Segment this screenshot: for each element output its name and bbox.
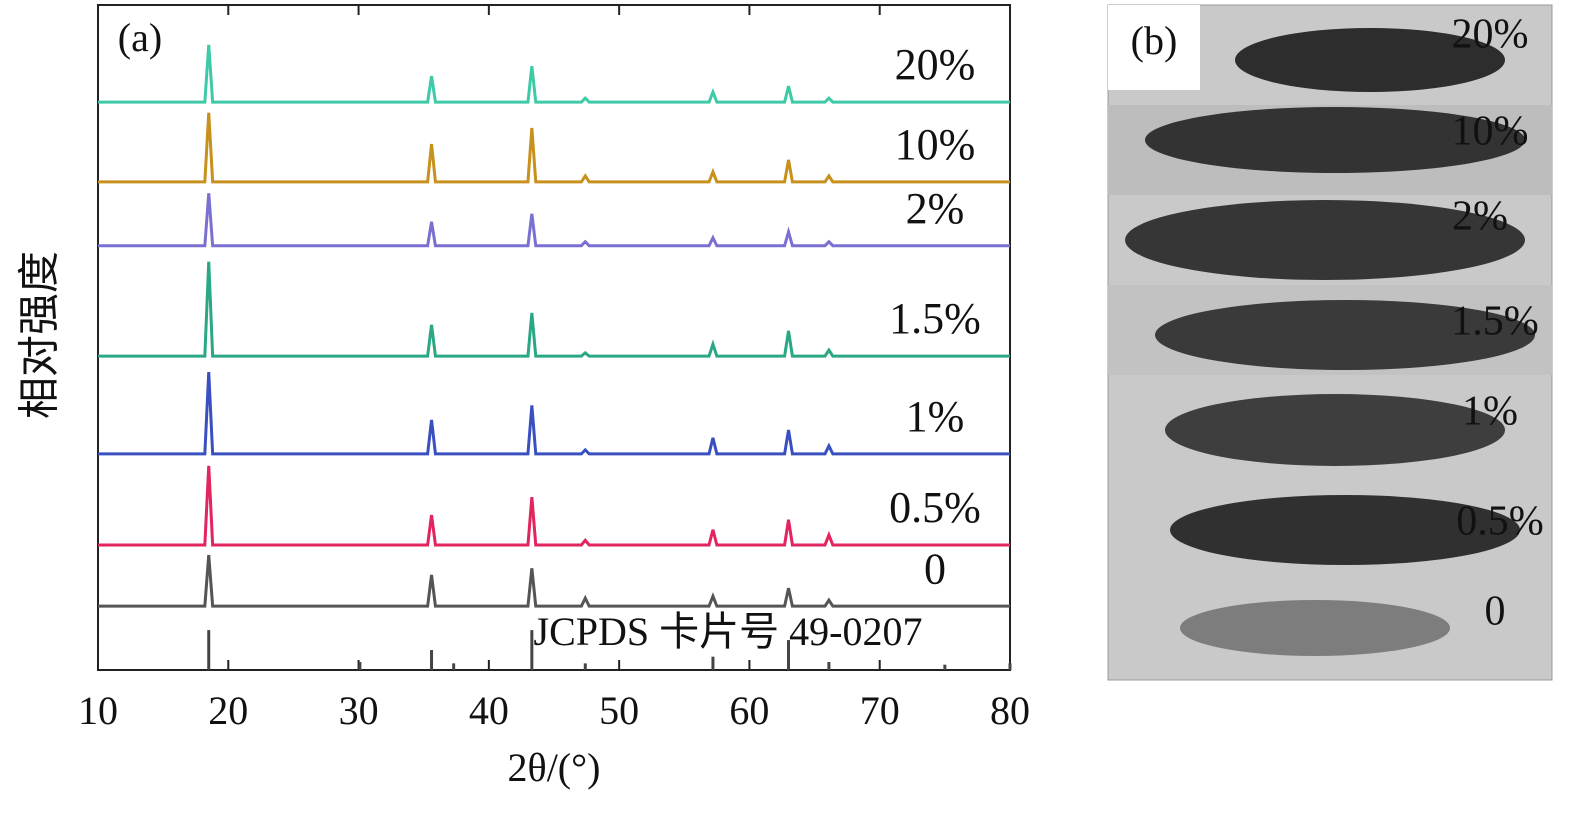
panel-label-box [1108, 5, 1200, 90]
series-label: 10% [895, 120, 976, 169]
photo-label: 1% [1462, 389, 1518, 435]
sample [1180, 600, 1450, 656]
panel-label: (b) [1131, 18, 1178, 63]
sample [1155, 300, 1535, 370]
y-axis-label: 相对强度 [15, 251, 64, 419]
series-line [98, 372, 1010, 456]
photo-label: 0.5% [1456, 499, 1544, 545]
series-line [98, 44, 1010, 104]
series-label: 20% [895, 40, 976, 89]
x-axis-label: 2θ/(°) [508, 745, 601, 790]
series-line [98, 261, 1010, 358]
series-line [98, 112, 1010, 184]
x-tick-label: 70 [860, 688, 900, 733]
x-tick-label: 20 [208, 688, 248, 733]
photo: (b) 20% 10% 2% 1.5% 1% 0.5% 0 [1107, 4, 1553, 681]
photo-label: 2% [1452, 194, 1508, 240]
x-tick-label: 40 [469, 688, 509, 733]
series-label: 1% [906, 392, 965, 441]
reference-label: JCPDS 卡片号 49-0207 [534, 609, 923, 654]
sample [1235, 28, 1505, 92]
series-line [98, 465, 1010, 547]
series-label: 0 [924, 544, 946, 593]
photo-label: 1.5% [1451, 299, 1539, 345]
photo-label: 10% [1452, 109, 1529, 155]
series-line [98, 554, 1010, 608]
series-label: 0.5% [889, 483, 981, 532]
sample [1165, 394, 1505, 466]
sample [1170, 495, 1520, 565]
series-label: 1.5% [889, 294, 981, 343]
x-tick-label: 50 [599, 688, 639, 733]
photo-label: 0 [1485, 589, 1506, 635]
series-label: 2% [906, 184, 965, 233]
x-tick-label: 80 [990, 688, 1030, 733]
sample [1125, 200, 1525, 280]
x-tick-label: 60 [729, 688, 769, 733]
plot-frame [97, 4, 1011, 671]
x-tick-label: 30 [339, 688, 379, 733]
x-tick-label: 10 [78, 688, 118, 733]
panel-label: (a) [118, 15, 162, 60]
sample [1145, 107, 1525, 173]
photo-label: 20% [1452, 12, 1529, 58]
series-line [98, 193, 1010, 248]
